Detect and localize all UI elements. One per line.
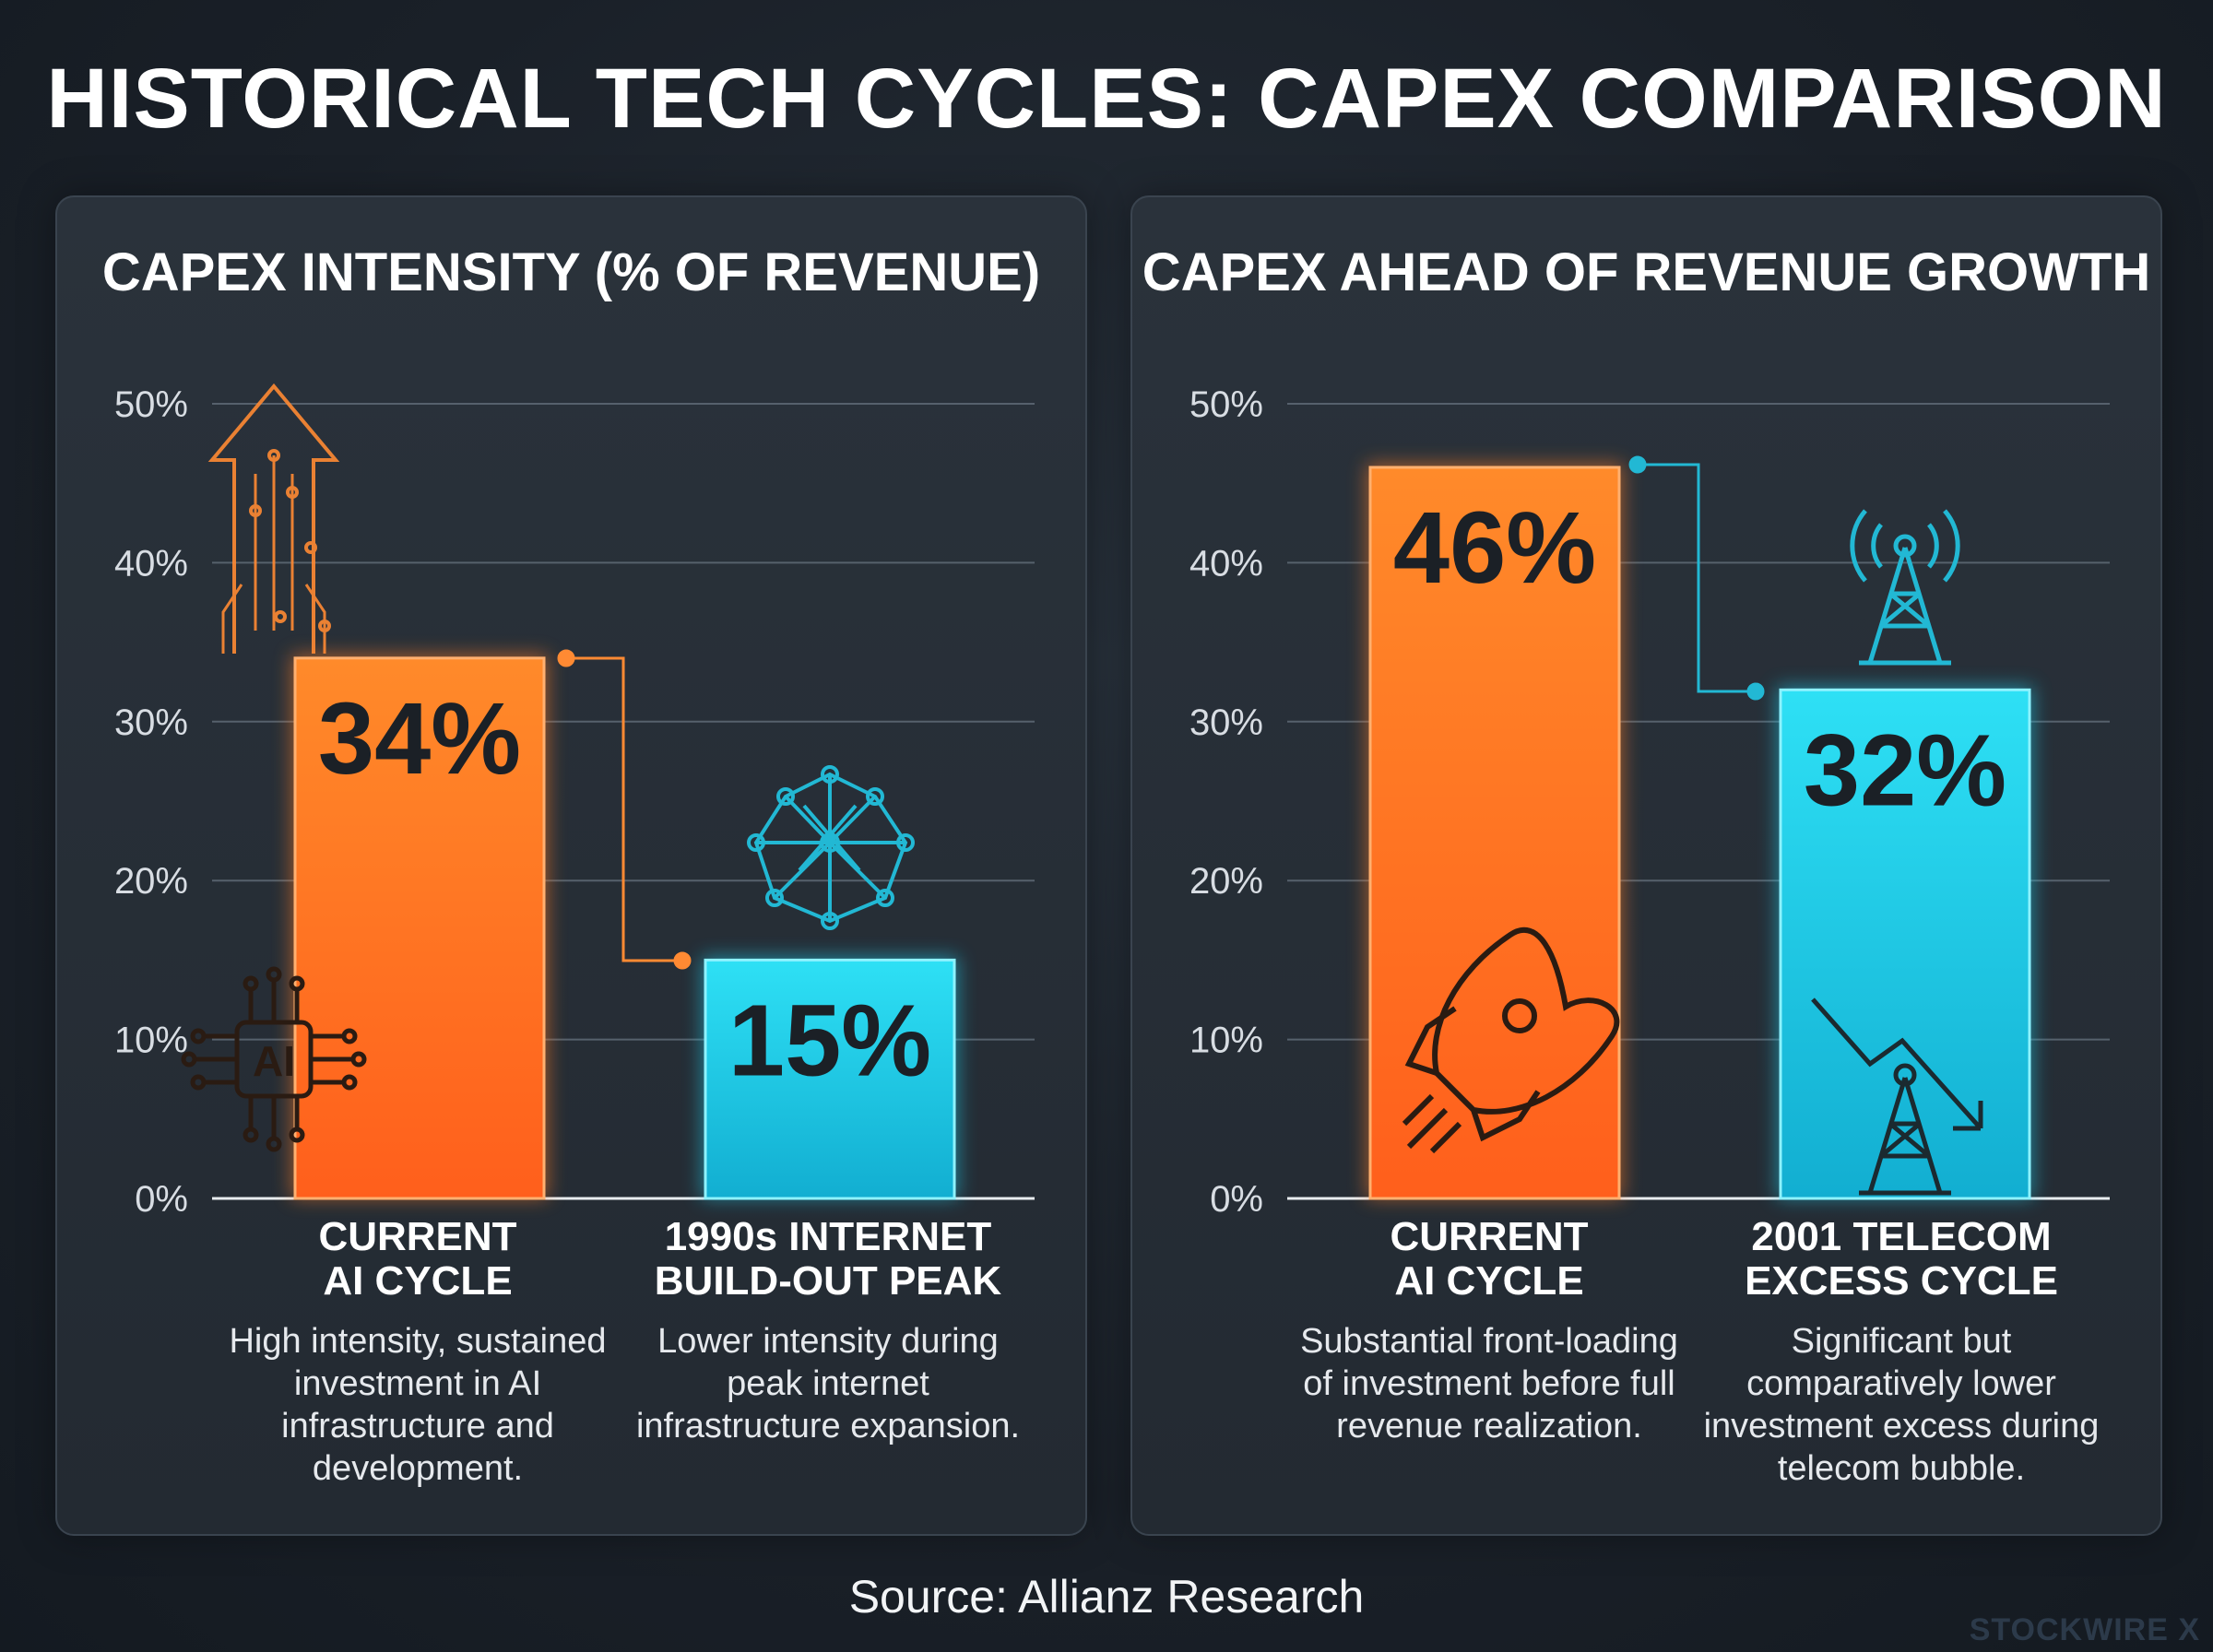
bar [1779,688,2031,1200]
rising-arrow-icon [207,383,340,654]
y-tick-label: 10% [1189,1021,1263,1061]
y-tick-label: 20% [1189,861,1263,902]
panel-title: CAPEX AHEAD OF REVENUE GROWTH [1142,242,2151,302]
panel-capex-intensity: CAPEX INTENSITY (% OF REVENUE) 0% 10% 20% 3… [55,195,1087,1536]
chart-capex-ahead: 0% 10% 20% 30% 40% 50% 46% 32% [1189,384,2110,1220]
y-tick-label: 30% [114,702,188,743]
category-description: Lower intensity during peak internet inf… [635,1322,1021,1446]
y-tick-label: 10% [114,1021,188,1061]
source-caption: Source: Allianz Research [848,1571,1365,1622]
radio-tower-icon [1850,509,1960,666]
category-label: CURRENT AI CYCLE [318,1214,517,1304]
category-label: 2001 TELECOM EXCESS CYCLE [1745,1214,2058,1304]
category-description: High intensity, sustained investment in … [229,1322,607,1488]
y-tick-label: 50% [114,384,188,425]
bar [293,656,546,1200]
bar-value-label: 46% [1393,491,1596,605]
category-description: Substantial front-loading of investment … [1300,1322,1678,1446]
y-tick-label: 30% [1189,702,1263,743]
panel-capex-ahead: CAPEX AHEAD OF REVENUE GROWTH 0% 10% 20% 30… [1130,195,2162,1536]
rocket-icon [1402,926,1620,1154]
category-label: 1990s INTERNET BUILD-OUT PEAK [654,1214,1002,1304]
chart-capex-intensity: 0% 10% 20% 30% 40% 50% 34% 15% AI [114,383,1035,1220]
bar-value-label: 15% [728,984,931,1097]
comparison-connector [557,649,692,970]
y-tick-label: 40% [114,543,188,584]
y-tick-label: 20% [114,861,188,902]
category-label: CURRENT AI CYCLE [1390,1214,1589,1304]
bar-value-label: 32% [1804,714,2006,827]
y-tick-label: 50% [1189,384,1263,425]
page-title: HISTORICAL TECH CYCLES: CAPEX COMPARISON [46,52,2167,146]
bar [704,958,956,1200]
svg-text:AI: AI [253,1037,295,1085]
y-tick-label: 0% [135,1179,188,1220]
network-sphere-icon [747,765,915,930]
panel-title: CAPEX INTENSITY (% OF REVENUE) [101,242,1041,302]
y-tick-label: 40% [1189,543,1263,584]
watermark-logo: STOCKWIRE X [1969,1612,2200,1647]
ai-chip-icon: AI [181,966,367,1152]
category-description: Significant but comparatively lower inve… [1703,1322,2100,1488]
comparison-connector [1628,455,1765,701]
y-tick-label: 0% [1210,1179,1263,1220]
bar-value-label: 34% [318,682,521,796]
falling-tower-icon [1811,997,1983,1196]
